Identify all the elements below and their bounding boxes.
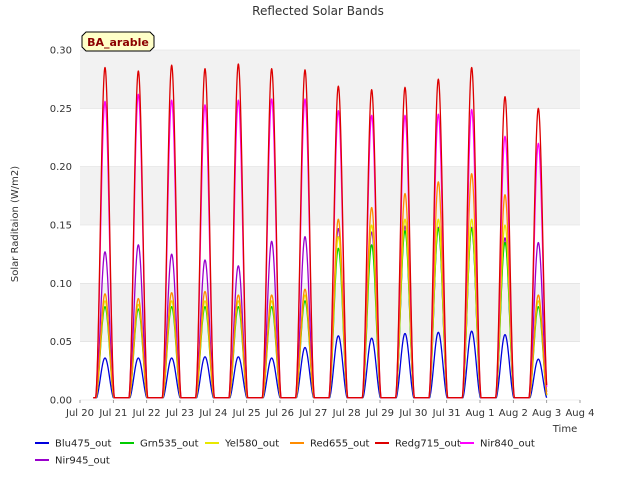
legend-label: Grn535_out xyxy=(140,439,199,450)
x-tick-label: Jul 22 xyxy=(132,408,161,419)
x-tick-label: Jul 27 xyxy=(298,408,327,419)
y-tick-label: 0.25 xyxy=(50,104,72,115)
annotation-label: BA_arable xyxy=(87,36,149,49)
annotation-box-shape xyxy=(81,31,155,52)
y-tick-label: 0.05 xyxy=(50,337,72,348)
legend-label: Nir945_out xyxy=(55,456,110,467)
x-tick-label: Jul 31 xyxy=(432,408,461,419)
x-tick-label: Aug 1 xyxy=(465,408,494,419)
legend-label: Nir840_out xyxy=(480,439,535,450)
chart-title: Reflected Solar Bands xyxy=(252,4,384,18)
y-axis: 0.00 0.05 0.10 0.15 0.20 0.25 0.30 xyxy=(50,46,72,407)
legend-label: Yel580_out xyxy=(224,439,279,450)
x-tick-label: Jul 30 xyxy=(398,408,427,419)
x-tick-label: Jul 25 xyxy=(232,408,261,419)
x-axis-title: Time xyxy=(552,424,577,435)
legend-label: Redg715_out xyxy=(395,439,461,450)
grid-band xyxy=(80,50,580,109)
legend-label: Red655_out xyxy=(310,439,370,450)
legend-label: Blu475_out xyxy=(55,439,112,450)
grid-band xyxy=(80,166,580,225)
plot-background xyxy=(80,49,580,401)
x-tick-label: Jul 26 xyxy=(265,408,294,419)
y-tick-label: 0.10 xyxy=(50,279,72,290)
series-line-redg715-out xyxy=(93,63,548,399)
y-tick-label: 0.15 xyxy=(50,221,72,232)
y-tick-label: 0.20 xyxy=(50,162,72,173)
x-tick-label: Jul 20 xyxy=(65,408,94,419)
x-tick-label: Aug 2 xyxy=(499,408,528,419)
x-tick-label: Aug 4 xyxy=(565,408,594,419)
y-tick-label: 0.30 xyxy=(50,46,72,57)
x-tick-label: Jul 21 xyxy=(98,408,127,419)
x-tick-label: Jul 23 xyxy=(165,408,194,419)
legend: Blu475_out Grn535_out Yel580_out Red655_out… xyxy=(35,439,535,467)
x-tick-label: Jul 24 xyxy=(198,408,227,419)
y-axis-title: Solar Raditaion (W/m2) xyxy=(10,166,21,282)
annotation-box: BA_arable xyxy=(81,31,155,52)
y-tick-label: 0.00 xyxy=(50,396,72,407)
series-layer xyxy=(93,63,548,399)
x-axis: Jul 20 Jul 21 Jul 22 Jul 23 Jul 24 Jul 25 Jul … xyxy=(65,400,595,419)
x-tick-label: Jul 28 xyxy=(332,408,361,419)
grid-band xyxy=(80,283,580,342)
x-tick-label: Aug 3 xyxy=(532,408,561,419)
x-tick-label: Jul 29 xyxy=(365,408,394,419)
